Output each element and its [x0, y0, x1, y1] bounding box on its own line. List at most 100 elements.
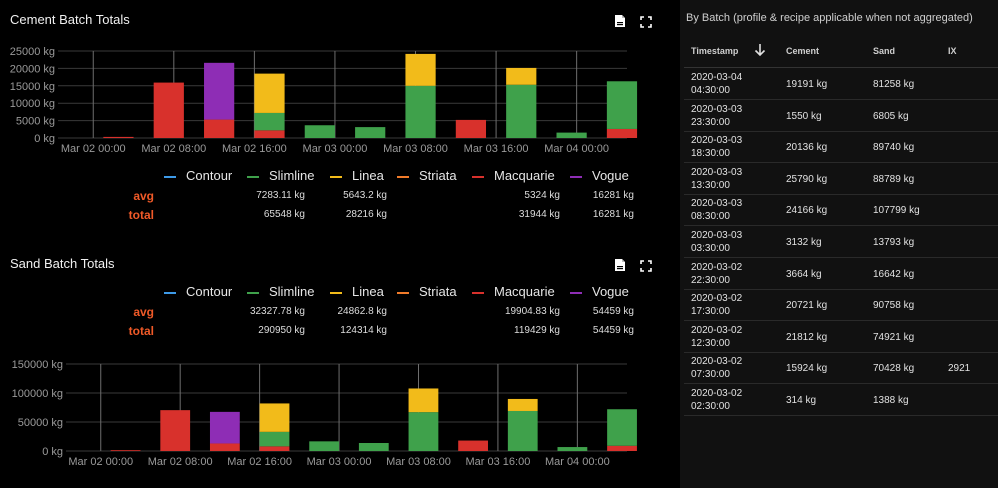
x-tick-label: Mar 02 08:00 — [148, 456, 213, 468]
table-row[interactable]: 2020-03-02 12:30:00 21812 kg 74921 kg — [684, 321, 998, 353]
table-row[interactable]: 2020-03-03 03:30:00 3132 kg 13793 kg — [684, 226, 998, 258]
legend-item-slimline[interactable]: Slimline — [247, 284, 315, 299]
y-tick-label: 20000 kg — [10, 63, 55, 75]
sort-desc-arrow-icon[interactable] — [754, 43, 766, 62]
legend-label: Striata — [419, 168, 457, 183]
stat-label-avg: avg — [133, 189, 154, 203]
x-tick-label: Mar 02 16:00 — [227, 456, 292, 468]
stat-value: 65548 kg — [263, 209, 305, 220]
header-divider — [684, 67, 998, 68]
bar-slimline — [259, 431, 290, 447]
bar-vogue — [204, 62, 235, 120]
x-tick-label: Mar 02 00:00 — [68, 456, 133, 468]
stat-value: 5324 kg — [524, 190, 560, 201]
table-cell-cement: 20721 kg — [786, 300, 828, 312]
x-tick-label: Mar 03 16:00 — [464, 143, 529, 155]
sand-legend: Contour Slimline Linea Striata Macquarie Vogu… — [0, 284, 640, 304]
bar-slimline — [405, 85, 436, 138]
legend-item-macquarie[interactable]: Macquarie — [472, 284, 555, 299]
legend-label: Macquarie — [494, 168, 555, 183]
bar-slimline — [254, 112, 285, 131]
y-tick-label: 0 kg — [34, 133, 55, 145]
table-cell-cement: 3132 kg — [786, 237, 822, 248]
table-row[interactable]: 2020-03-02 17:30:00 20721 kg 90758 kg — [684, 289, 998, 322]
table-row[interactable]: 2020-03-04 04:30:00 19191 kg 81258 kg — [684, 68, 998, 100]
legend-swatch — [164, 175, 176, 178]
bar-slimline — [606, 81, 638, 129]
table-row[interactable]: 2020-03-02 22:30:00 3664 kg 16642 kg — [684, 258, 998, 290]
panel-title: Sand Batch Totals — [10, 256, 115, 271]
x-tick-label: Mar 03 08:00 — [383, 143, 448, 155]
export-csv-icon[interactable] — [613, 14, 627, 28]
stat-value: 54459 kg — [592, 325, 634, 336]
table-row[interactable]: 2020-03-03 08:30:00 24166 kg 107799 kg — [684, 194, 998, 227]
bar-slimline — [607, 409, 637, 446]
legend-swatch — [330, 175, 342, 178]
legend-label: Vogue — [592, 168, 629, 183]
x-tick-label: Mar 03 00:00 — [303, 143, 368, 155]
export-csv-icon[interactable] — [613, 258, 627, 272]
column-header-cement[interactable]: Cement — [786, 46, 820, 56]
table-cell-sand: 13793 kg — [873, 237, 915, 248]
legend-item-vogue[interactable]: Vogue — [570, 168, 629, 183]
legend-item-vogue[interactable]: Vogue — [570, 284, 629, 299]
legend-item-striata[interactable]: Striata — [397, 168, 457, 183]
legend-item-contour[interactable]: Contour — [164, 284, 232, 299]
legend-label: Striata — [419, 284, 457, 299]
batch-table-panel: By Batch (profile & recipe applicable wh… — [680, 0, 998, 488]
stat-value: 5643.2 kg — [343, 190, 387, 201]
table-cell-sand: 74921 kg — [873, 331, 915, 343]
table-row[interactable]: 2020-03-02 02:30:00 314 kg 1388 kg — [684, 384, 998, 416]
bar-slimline — [309, 441, 340, 451]
column-header-timestamp[interactable]: Timestamp — [691, 46, 739, 56]
bar-slimline — [304, 125, 335, 138]
legend-label: Slimline — [269, 168, 315, 183]
table-row[interactable]: 2020-03-03 23:30:00 1550 kg 6805 kg — [684, 100, 998, 132]
fullscreen-icon[interactable] — [640, 15, 654, 29]
sand-bar-chart: 0 kg 50000 kg 100000 kg 150000 kg Mar 02 00:… — [12, 359, 637, 468]
table-cell-cement: 20136 kg — [786, 142, 828, 154]
y-tick-label: 10000 kg — [10, 98, 55, 110]
cement-bar-chart: 0 kg 5000 kg 10000 kg 15000 kg 20000 kg 25000… — [10, 46, 638, 155]
column-header-ix[interactable]: IX — [948, 46, 957, 56]
y-tick-label: 150000 kg — [12, 359, 63, 371]
table-cell-cement: 19191 kg — [786, 79, 828, 90]
legend-item-slimline[interactable]: Slimline — [247, 168, 315, 183]
legend-swatch — [472, 291, 484, 294]
legend-label: Vogue — [592, 284, 629, 299]
bar-slimline — [358, 443, 389, 451]
table-cell-timestamp: 2020-03-03 18:30:00 — [691, 135, 743, 160]
column-header-sand[interactable]: Sand — [873, 46, 896, 56]
bar-macquarie — [209, 443, 240, 451]
bar-linea — [405, 53, 436, 86]
bar-linea — [254, 73, 285, 113]
table-cell-sand: 90758 kg — [873, 300, 915, 312]
table-cell-timestamp: 2020-03-03 23:30:00 — [691, 103, 743, 128]
legend-item-linea[interactable]: Linea — [330, 284, 384, 299]
legend-item-contour[interactable]: Contour — [164, 168, 232, 183]
stat-value: 31944 kg — [518, 209, 560, 220]
legend-item-linea[interactable]: Linea — [330, 168, 384, 183]
bar-macquarie — [160, 410, 191, 451]
legend-label: Slimline — [269, 284, 315, 299]
stat-label-total: total — [128, 208, 154, 222]
table-row[interactable]: 2020-03-03 13:30:00 25790 kg 88789 kg — [684, 163, 998, 195]
bar-macquarie — [259, 446, 290, 451]
x-tick-label: Mar 03 16:00 — [466, 456, 531, 468]
table-row[interactable]: 2020-03-03 18:30:00 20136 kg 89740 kg — [684, 131, 998, 164]
table-row[interactable]: 2020-03-02 07:30:00 15924 kg 70428 kg 2921 — [684, 352, 998, 385]
legend-item-macquarie[interactable]: Macquarie — [472, 168, 555, 183]
bar-macquarie — [455, 119, 487, 138]
fullscreen-icon[interactable] — [640, 259, 654, 273]
bar-slimline — [557, 447, 588, 451]
bar-macquarie — [204, 119, 235, 138]
stat-value: 54459 kg — [592, 306, 634, 317]
legend-item-striata[interactable]: Striata — [397, 284, 457, 299]
stat-value: 16281 kg — [592, 209, 634, 220]
table-cell-sand: 16642 kg — [873, 268, 915, 280]
legend-label: Macquarie — [494, 284, 555, 299]
table-cell-timestamp: 2020-03-03 03:30:00 — [691, 230, 743, 254]
x-tick-label: Mar 04 00:00 — [544, 143, 609, 155]
legend-label: Contour — [186, 284, 233, 299]
x-tick-label: Mar 04 00:00 — [545, 456, 610, 468]
